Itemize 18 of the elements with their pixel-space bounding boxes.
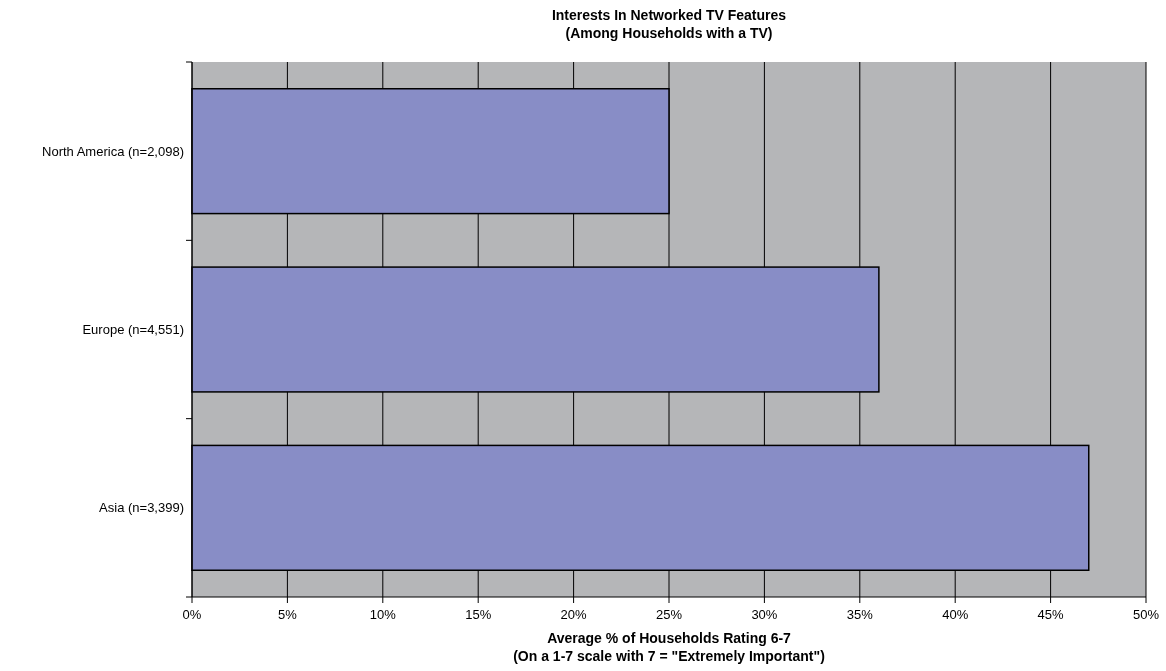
y-tick-label: North America (n=2,098) (42, 143, 184, 159)
x-tick-label: 5% (278, 607, 298, 622)
x-tick-label: 15% (465, 607, 492, 622)
x-tick-label: 20% (560, 607, 588, 622)
x-tick-label: 25% (655, 607, 683, 622)
x-tick-label: 35% (846, 607, 874, 622)
chart-subtitle: (Among Households with a TV) (565, 25, 773, 41)
y-tick-label: Asia (n=3,399) (99, 500, 184, 516)
x-tick-label: 10% (369, 607, 397, 622)
x-tick-label: 0% (182, 607, 202, 622)
x-tick-label: 50% (1132, 607, 1160, 622)
y-tick-label: Europe (n=4,551) (82, 322, 184, 338)
x-tick-label: 45% (1037, 607, 1065, 622)
text: (On a 1-7 scale with 7 = "Extremely Important") (513, 648, 825, 664)
x-axis-title: Average % of Households Rating 6-7 (547, 630, 792, 646)
x-tick-label: 30% (751, 607, 778, 622)
chart-title: Interests In Networked TV Features (551, 7, 787, 23)
x-tick-label: 40% (942, 607, 969, 622)
